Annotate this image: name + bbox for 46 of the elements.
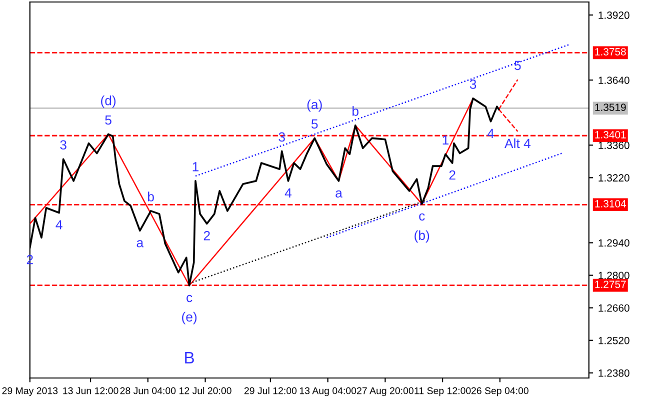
annotation: 3 bbox=[470, 80, 476, 89]
annotation: 4 bbox=[56, 220, 62, 230]
x-tick-label: 11 Sep 12:00 bbox=[414, 387, 471, 396]
annotation: (b) bbox=[414, 230, 430, 243]
y-tick-label: 1.3220 bbox=[598, 174, 630, 182]
annotation: 1 bbox=[442, 135, 449, 145]
annotation: Alt 4 bbox=[504, 138, 530, 148]
annotation: c bbox=[186, 294, 192, 302]
x-tick-label: 29 May 2013 bbox=[2, 387, 58, 396]
annotation: 4 bbox=[284, 188, 292, 198]
annotation: 5 bbox=[311, 119, 318, 129]
annotation: B bbox=[185, 352, 194, 364]
annotation: 5 bbox=[514, 60, 521, 70]
annotation: (e) bbox=[182, 312, 197, 324]
annotation: 5 bbox=[105, 115, 112, 125]
x-tick-label: 26 Sep 04:00 bbox=[471, 387, 528, 396]
y-tick-label: 1.3360 bbox=[598, 142, 630, 150]
annotation: 2 bbox=[204, 230, 210, 240]
annotation: c bbox=[419, 213, 425, 221]
annotation: b bbox=[148, 192, 154, 202]
ref-line-label: 1.3104 bbox=[595, 200, 626, 208]
annotation: b bbox=[352, 106, 358, 116]
y-tick-label: 1.2940 bbox=[598, 239, 630, 247]
annotation: a bbox=[136, 240, 144, 248]
annotation: 3 bbox=[60, 140, 66, 150]
annotation: 1 bbox=[192, 162, 199, 172]
x-tick-label: 29 Jul 12:00 bbox=[244, 387, 297, 394]
annotation: (d) bbox=[101, 96, 116, 108]
annotation: (a) bbox=[307, 99, 322, 112]
y-tick-label: 1.2660 bbox=[598, 304, 630, 312]
ref-line-label: 1.3519 bbox=[595, 104, 626, 111]
y-tick-label: 1.2380 bbox=[598, 369, 630, 377]
x-tick-label: 13 Jun 12:00 bbox=[63, 387, 118, 394]
y-tick-label: 1.2800 bbox=[598, 272, 630, 280]
y-tick-label: 1.3920 bbox=[598, 12, 630, 19]
annotation: a bbox=[336, 190, 342, 198]
ref-line-label: 1.3758 bbox=[595, 48, 626, 56]
x-tick-label: 13 Aug 04:00 bbox=[300, 387, 356, 396]
x-tick-label: 27 Aug 20:00 bbox=[357, 387, 414, 396]
ref-line-label: 1.3401 bbox=[595, 131, 626, 138]
annotation: 2 bbox=[449, 170, 456, 180]
ref-line-label: 1.2757 bbox=[595, 280, 626, 288]
x-tick-label: 12 Jul 20:00 bbox=[180, 387, 232, 394]
y-tick-label: 1.3640 bbox=[598, 76, 630, 84]
y-tick-label: 1.2520 bbox=[598, 336, 630, 344]
x-tick-label: 28 Jun 04:00 bbox=[120, 387, 176, 394]
